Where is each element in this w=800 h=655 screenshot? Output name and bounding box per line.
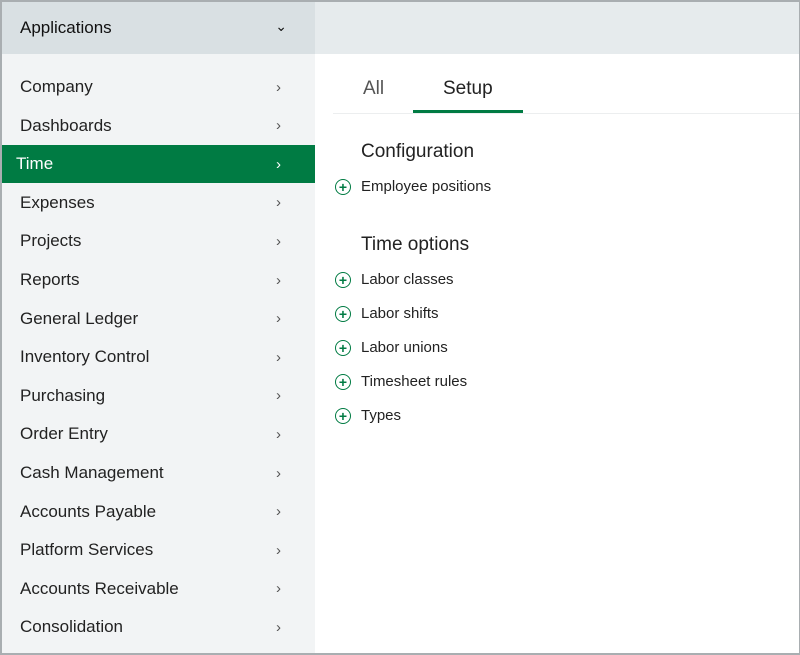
sidebar: Company › Dashboards › Time › Expenses › Project… [2, 54, 315, 653]
sidebar-item-label: Consolidation [20, 617, 124, 637]
link-labor-classes[interactable]: + Labor classes [335, 271, 454, 288]
sidebar-item-purchasing[interactable]: Purchasing › [2, 377, 315, 415]
sidebar-item-order-entry[interactable]: Order Entry › [2, 415, 315, 453]
sidebar-item-label: Dashboards [20, 115, 112, 135]
plus-circle-icon: + [335, 271, 351, 288]
chevron-right-icon: › [276, 310, 281, 328]
sidebar-item-label: Order Entry [20, 424, 108, 444]
sidebar-item-company[interactable]: Company › [2, 68, 315, 106]
link-timesheet-rules[interactable]: + Timesheet rules [335, 373, 467, 390]
chevron-right-icon: › [276, 155, 281, 173]
sidebar-item-accounts-payable[interactable]: Accounts Payable › [2, 493, 315, 531]
chevron-right-icon: › [276, 387, 281, 405]
sidebar-item-inventory-control[interactable]: Inventory Control › [2, 338, 315, 376]
chevron-right-icon: › [276, 194, 281, 212]
link-label: Employee positions [361, 178, 492, 195]
chevron-right-icon: › [276, 580, 281, 598]
chevron-right-icon: › [276, 78, 281, 96]
link-label: Types [361, 407, 402, 424]
plus-circle-icon: + [335, 305, 351, 322]
section-heading: Time options [361, 234, 470, 255]
sidebar-item-label: Inventory Control [20, 347, 150, 367]
sidebar-item-reports[interactable]: Reports › [2, 261, 315, 299]
sidebar-item-label: Purchasing [20, 385, 106, 405]
chevron-right-icon: › [276, 425, 281, 443]
chevron-right-icon: › [276, 541, 281, 559]
link-employee-positions[interactable]: + Employee positions [335, 178, 491, 195]
sidebar-item-cash-management[interactable]: Cash Management › [2, 454, 315, 492]
sidebar-item-time[interactable]: Time › [2, 145, 315, 184]
applications-dropdown[interactable]: Applications ⌄ [2, 2, 315, 54]
tab-bar: All Setup [333, 54, 799, 114]
sidebar-item-label: Cash Management [20, 463, 164, 482]
sidebar-item-platform-services[interactable]: Platform Services › [2, 531, 315, 569]
chevron-right-icon: › [276, 348, 281, 366]
chevron-right-icon: › [276, 618, 281, 636]
sidebar-item-label: Expenses [20, 192, 95, 212]
sidebar-item-label: Platform Services [20, 540, 154, 560]
chevron-right-icon: › [276, 117, 281, 135]
sidebar-item-accounts-receivable[interactable]: Accounts Receivable › [2, 570, 315, 608]
chevron-right-icon: › [276, 464, 281, 482]
sidebar-item-general-ledger[interactable]: General Ledger › [2, 300, 315, 338]
link-label: Labor shifts [361, 305, 439, 322]
plus-circle-icon: + [335, 373, 351, 390]
tab-setup[interactable]: Setup [413, 78, 523, 113]
plus-circle-icon: + [335, 178, 351, 195]
sidebar-item-dashboards[interactable]: Dashboards › [2, 107, 315, 145]
tab-all[interactable]: All [363, 78, 385, 99]
chevron-right-icon: › [276, 232, 281, 250]
sidebar-item-consolidation[interactable]: Consolidation › [2, 608, 315, 646]
sidebar-item-label: Accounts Payable [20, 501, 157, 521]
sidebar-item-label: Projects [20, 231, 82, 251]
link-labor-shifts[interactable]: + Labor shifts [335, 305, 439, 322]
plus-circle-icon: + [335, 339, 351, 356]
chevron-down-icon: ⌄ [275, 18, 287, 34]
sidebar-item-label: General Ledger [20, 308, 139, 328]
sidebar-item-projects[interactable]: Projects › [2, 222, 315, 260]
chevron-right-icon: › [276, 503, 281, 521]
link-label: Labor classes [361, 271, 454, 288]
sidebar-item-label: Reports [20, 270, 80, 289]
section-heading: Configuration [361, 141, 475, 162]
plus-circle-icon: + [335, 407, 351, 424]
link-labor-unions[interactable]: + Labor unions [335, 339, 448, 356]
sidebar-item-expenses[interactable]: Expenses › [2, 184, 315, 222]
sidebar-item-label: Company [20, 77, 93, 96]
sidebar-item-label: Time [16, 154, 54, 174]
sidebar-item-label: Accounts Receivable [20, 578, 179, 598]
main-panel: All Setup Configuration + Employee positio… [315, 54, 799, 653]
applications-label: Applications [20, 18, 112, 37]
link-label: Timesheet rules [361, 373, 468, 390]
link-types[interactable]: + Types [335, 407, 401, 424]
chevron-right-icon: › [276, 271, 281, 289]
link-label: Labor unions [361, 339, 448, 356]
